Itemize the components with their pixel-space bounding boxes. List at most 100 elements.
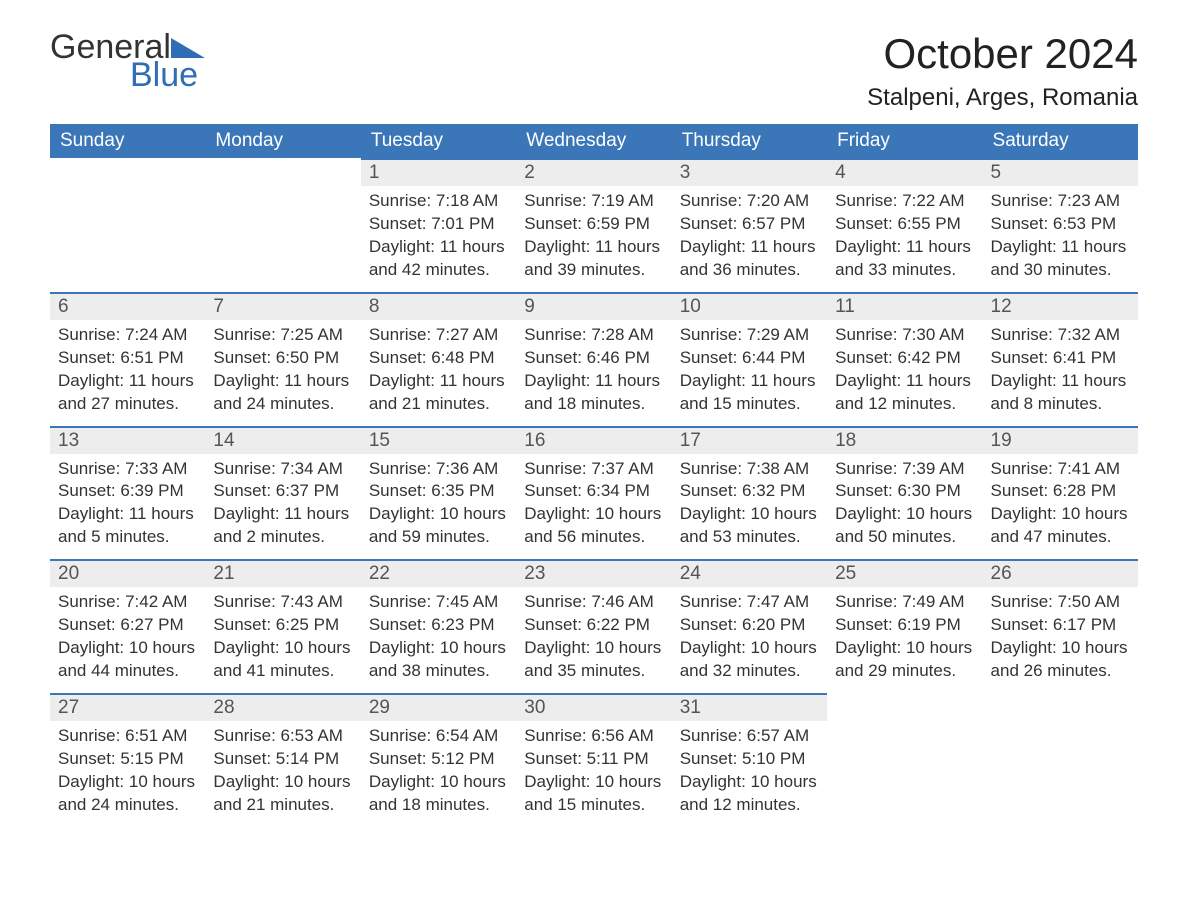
- calendar-cell: 26Sunrise: 7:50 AMSunset: 6:17 PMDayligh…: [983, 559, 1138, 693]
- sunrise-line: Sunrise: 6:53 AM: [213, 725, 352, 748]
- day-details: Sunrise: 7:43 AMSunset: 6:25 PMDaylight:…: [205, 587, 360, 693]
- weekday-header: Saturday: [983, 124, 1138, 158]
- day-details: Sunrise: 7:30 AMSunset: 6:42 PMDaylight:…: [827, 320, 982, 426]
- daylight-line: Daylight: 10 hours and 53 minutes.: [680, 503, 819, 549]
- sunrise-line: Sunrise: 7:47 AM: [680, 591, 819, 614]
- sunrise-line: Sunrise: 6:57 AM: [680, 725, 819, 748]
- day-number: 17: [672, 426, 827, 454]
- sunset-line: Sunset: 6:51 PM: [58, 347, 197, 370]
- sunrise-line: Sunrise: 7:43 AM: [213, 591, 352, 614]
- calendar-cell: 14Sunrise: 7:34 AMSunset: 6:37 PMDayligh…: [205, 426, 360, 560]
- daylight-line: Daylight: 11 hours and 8 minutes.: [991, 370, 1130, 416]
- daylight-line: Daylight: 10 hours and 35 minutes.: [524, 637, 663, 683]
- daylight-line: Daylight: 10 hours and 24 minutes.: [58, 771, 197, 817]
- day-number: 16: [516, 426, 671, 454]
- day-number: 28: [205, 693, 360, 721]
- sunrise-line: Sunrise: 7:45 AM: [369, 591, 508, 614]
- day-number: 2: [516, 158, 671, 186]
- weekday-header: Monday: [205, 124, 360, 158]
- daylight-line: Daylight: 11 hours and 30 minutes.: [991, 236, 1130, 282]
- daylight-line: Daylight: 11 hours and 27 minutes.: [58, 370, 197, 416]
- day-details: Sunrise: 7:34 AMSunset: 6:37 PMDaylight:…: [205, 454, 360, 560]
- day-details: Sunrise: 7:41 AMSunset: 6:28 PMDaylight:…: [983, 454, 1138, 560]
- day-number: 24: [672, 559, 827, 587]
- sunset-line: Sunset: 6:44 PM: [680, 347, 819, 370]
- daylight-line: Daylight: 10 hours and 50 minutes.: [835, 503, 974, 549]
- calendar-cell: 28Sunrise: 6:53 AMSunset: 5:14 PMDayligh…: [205, 693, 360, 827]
- sunrise-line: Sunrise: 7:49 AM: [835, 591, 974, 614]
- sunset-line: Sunset: 6:37 PM: [213, 480, 352, 503]
- daylight-line: Daylight: 10 hours and 12 minutes.: [680, 771, 819, 817]
- calendar-cell: 7Sunrise: 7:25 AMSunset: 6:50 PMDaylight…: [205, 292, 360, 426]
- day-details: Sunrise: 7:29 AMSunset: 6:44 PMDaylight:…: [672, 320, 827, 426]
- daylight-line: Daylight: 10 hours and 18 minutes.: [369, 771, 508, 817]
- sunset-line: Sunset: 6:35 PM: [369, 480, 508, 503]
- calendar-cell: [205, 158, 360, 292]
- weekday-header: Wednesday: [516, 124, 671, 158]
- sunrise-line: Sunrise: 6:56 AM: [524, 725, 663, 748]
- daylight-line: Daylight: 11 hours and 18 minutes.: [524, 370, 663, 416]
- day-number: 14: [205, 426, 360, 454]
- day-number: 21: [205, 559, 360, 587]
- calendar-table: SundayMondayTuesdayWednesdayThursdayFrid…: [50, 124, 1138, 827]
- sunrise-line: Sunrise: 7:41 AM: [991, 458, 1130, 481]
- day-number: 18: [827, 426, 982, 454]
- sunset-line: Sunset: 5:15 PM: [58, 748, 197, 771]
- day-details: Sunrise: 7:38 AMSunset: 6:32 PMDaylight:…: [672, 454, 827, 560]
- daylight-line: Daylight: 11 hours and 21 minutes.: [369, 370, 508, 416]
- daylight-line: Daylight: 11 hours and 42 minutes.: [369, 236, 508, 282]
- weekday-header: Friday: [827, 124, 982, 158]
- day-number: 29: [361, 693, 516, 721]
- day-number: 30: [516, 693, 671, 721]
- day-number: 15: [361, 426, 516, 454]
- sunset-line: Sunset: 6:19 PM: [835, 614, 974, 637]
- calendar-cell: 17Sunrise: 7:38 AMSunset: 6:32 PMDayligh…: [672, 426, 827, 560]
- sunrise-line: Sunrise: 7:18 AM: [369, 190, 508, 213]
- sunrise-line: Sunrise: 7:22 AM: [835, 190, 974, 213]
- sunrise-line: Sunrise: 7:20 AM: [680, 190, 819, 213]
- calendar-cell: 29Sunrise: 6:54 AMSunset: 5:12 PMDayligh…: [361, 693, 516, 827]
- day-number: 12: [983, 292, 1138, 320]
- daylight-line: Daylight: 10 hours and 44 minutes.: [58, 637, 197, 683]
- day-details: Sunrise: 7:33 AMSunset: 6:39 PMDaylight:…: [50, 454, 205, 560]
- sunset-line: Sunset: 6:34 PM: [524, 480, 663, 503]
- calendar-cell: [827, 693, 982, 827]
- logo: General Blue: [50, 30, 205, 92]
- calendar-cell: 5Sunrise: 7:23 AMSunset: 6:53 PMDaylight…: [983, 158, 1138, 292]
- calendar-cell: 21Sunrise: 7:43 AMSunset: 6:25 PMDayligh…: [205, 559, 360, 693]
- daylight-line: Daylight: 10 hours and 47 minutes.: [991, 503, 1130, 549]
- day-details: Sunrise: 7:23 AMSunset: 6:53 PMDaylight:…: [983, 186, 1138, 292]
- sunset-line: Sunset: 6:50 PM: [213, 347, 352, 370]
- sunrise-line: Sunrise: 7:50 AM: [991, 591, 1130, 614]
- day-details: Sunrise: 7:50 AMSunset: 6:17 PMDaylight:…: [983, 587, 1138, 693]
- day-details: Sunrise: 7:36 AMSunset: 6:35 PMDaylight:…: [361, 454, 516, 560]
- daylight-line: Daylight: 10 hours and 21 minutes.: [213, 771, 352, 817]
- day-number: 22: [361, 559, 516, 587]
- calendar-cell: 25Sunrise: 7:49 AMSunset: 6:19 PMDayligh…: [827, 559, 982, 693]
- day-number: 25: [827, 559, 982, 587]
- daylight-line: Daylight: 10 hours and 26 minutes.: [991, 637, 1130, 683]
- sunset-line: Sunset: 6:20 PM: [680, 614, 819, 637]
- daylight-line: Daylight: 11 hours and 5 minutes.: [58, 503, 197, 549]
- calendar-cell: 31Sunrise: 6:57 AMSunset: 5:10 PMDayligh…: [672, 693, 827, 827]
- daylight-line: Daylight: 10 hours and 38 minutes.: [369, 637, 508, 683]
- daylight-line: Daylight: 11 hours and 36 minutes.: [680, 236, 819, 282]
- day-details: Sunrise: 7:24 AMSunset: 6:51 PMDaylight:…: [50, 320, 205, 426]
- calendar-cell: [50, 158, 205, 292]
- page-title: October 2024: [867, 30, 1138, 78]
- sunset-line: Sunset: 6:30 PM: [835, 480, 974, 503]
- daylight-line: Daylight: 11 hours and 24 minutes.: [213, 370, 352, 416]
- day-number: 5: [983, 158, 1138, 186]
- day-number: 3: [672, 158, 827, 186]
- calendar-cell: 23Sunrise: 7:46 AMSunset: 6:22 PMDayligh…: [516, 559, 671, 693]
- day-details: Sunrise: 7:28 AMSunset: 6:46 PMDaylight:…: [516, 320, 671, 426]
- day-details: Sunrise: 7:49 AMSunset: 6:19 PMDaylight:…: [827, 587, 982, 693]
- calendar-cell: 8Sunrise: 7:27 AMSunset: 6:48 PMDaylight…: [361, 292, 516, 426]
- day-number: 6: [50, 292, 205, 320]
- sunrise-line: Sunrise: 7:19 AM: [524, 190, 663, 213]
- day-number: 4: [827, 158, 982, 186]
- sunset-line: Sunset: 6:57 PM: [680, 213, 819, 236]
- sunset-line: Sunset: 6:22 PM: [524, 614, 663, 637]
- daylight-line: Daylight: 11 hours and 2 minutes.: [213, 503, 352, 549]
- sunset-line: Sunset: 6:32 PM: [680, 480, 819, 503]
